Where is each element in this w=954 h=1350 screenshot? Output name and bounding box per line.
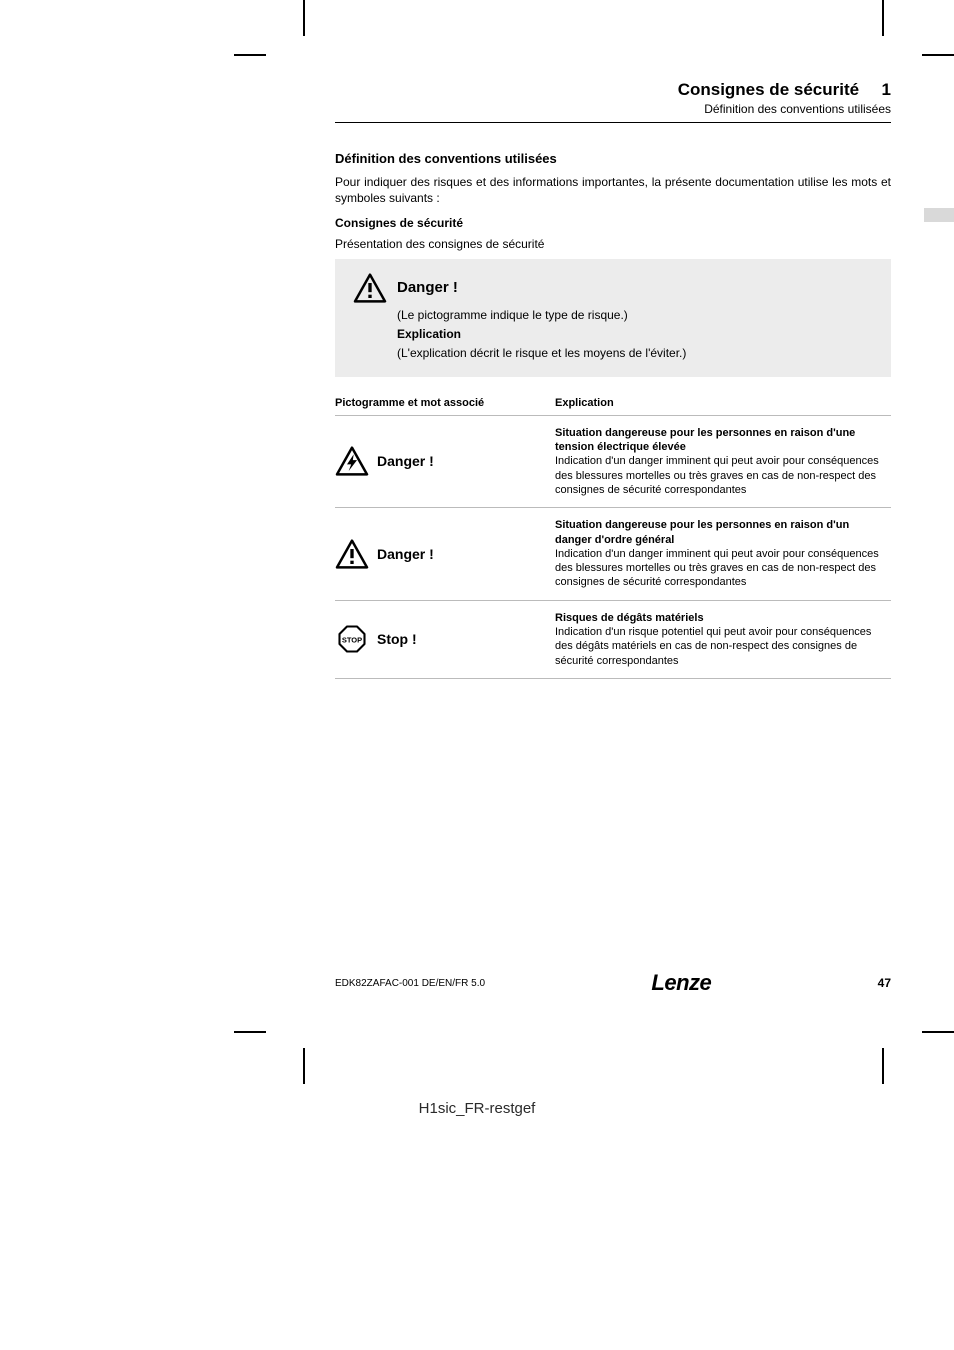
page: Consignes de sécurité 1 Définition des c… — [0, 0, 954, 1350]
pictogram-table: Pictogramme et mot associé Explication D… — [335, 391, 891, 679]
svg-text:STOP: STOP — [342, 636, 362, 645]
doc-reference: EDK82ZAFAC-001 DE/EN/FR 5.0 — [335, 978, 485, 989]
crop-mark — [922, 54, 954, 56]
th-pictogram: Pictogramme et mot associé — [335, 391, 555, 416]
row-title: Situation dangereuse pour les personnes … — [555, 426, 883, 455]
pictogram-cell: STOP Stop ! — [335, 624, 547, 654]
general-danger-icon — [335, 539, 369, 569]
row-body: Indication d'un danger imminent qui peut… — [555, 547, 883, 590]
pictogram-word: Stop ! — [377, 631, 417, 647]
sub-heading: Consignes de sécurité — [335, 216, 891, 230]
crop-mark — [234, 54, 266, 56]
header-subtitle: Définition des conventions utilisées — [335, 102, 891, 116]
pictogram-word: Danger ! — [377, 546, 434, 562]
row-body: Indication d'un danger imminent qui peut… — [555, 454, 883, 497]
warning-triangle-icon — [353, 273, 387, 303]
th-explication: Explication — [555, 391, 891, 416]
crop-mark — [882, 0, 884, 36]
crop-mark — [303, 0, 305, 36]
callout-line3: (L'explication décrit le risque et les m… — [397, 346, 686, 360]
explanation-cell: Situation dangereuse pour les personnes … — [555, 415, 891, 507]
lenze-logo: Lenze — [651, 970, 711, 996]
content-area: Consignes de sécurité 1 Définition des c… — [335, 80, 891, 679]
callout-line2: Explication — [397, 326, 873, 343]
callout-word: Danger ! — [397, 279, 458, 296]
crop-mark — [303, 1048, 305, 1084]
page-header: Consignes de sécurité 1 Définition des c… — [335, 80, 891, 123]
pictogram-word: Danger ! — [377, 453, 434, 469]
header-rule — [335, 122, 891, 123]
table-row: STOP Stop ! Risques de dégâts matériels … — [335, 600, 891, 678]
explanation-cell: Risques de dégâts matériels Indication d… — [555, 600, 891, 678]
intro-paragraph: Pour indiquer des risques et des informa… — [335, 174, 891, 206]
stop-icon: STOP — [335, 624, 369, 654]
chapter-number: 1 — [882, 80, 891, 99]
row-body: Indication d'un risque potentiel qui peu… — [555, 625, 883, 668]
table-row: Danger ! Situation dangereuse pour les p… — [335, 415, 891, 507]
callout-body: (Le pictogramme indique le type de risqu… — [353, 307, 873, 363]
electrical-danger-icon — [335, 446, 369, 476]
page-footer: EDK82ZAFAC-001 DE/EN/FR 5.0 Lenze 47 — [335, 970, 891, 996]
table-row: Danger ! Situation dangereuse pour les p… — [335, 508, 891, 600]
crop-mark — [922, 1031, 954, 1033]
header-title: Consignes de sécurité — [678, 80, 859, 99]
row-title: Situation dangereuse pour les personnes … — [555, 518, 883, 547]
section-heading: Définition des conventions utilisées — [335, 151, 891, 166]
page-number: 47 — [878, 976, 891, 990]
crop-mark — [234, 1031, 266, 1033]
callout-header: Danger ! — [353, 273, 873, 303]
crop-mark — [882, 1048, 884, 1084]
pictogram-cell: Danger ! — [335, 446, 547, 476]
pictogram-cell: Danger ! — [335, 539, 547, 569]
sub-intro: Présentation des consignes de sécurité — [335, 236, 891, 252]
danger-callout: Danger ! (Le pictogramme indique le type… — [335, 259, 891, 377]
row-title: Risques de dégâts matériels — [555, 611, 883, 625]
thumb-tab — [924, 208, 954, 222]
file-label: H1sic_FR-restgef — [0, 1100, 954, 1117]
explanation-cell: Situation dangereuse pour les personnes … — [555, 508, 891, 600]
callout-line1: (Le pictogramme indique le type de risqu… — [397, 308, 628, 322]
